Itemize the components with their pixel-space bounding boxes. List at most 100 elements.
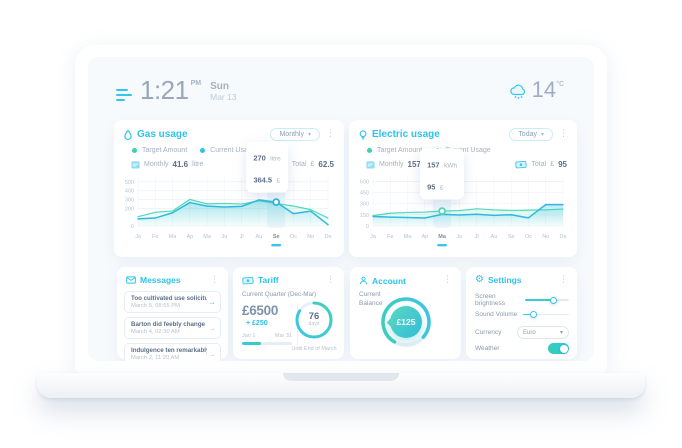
gas-tooltip-unit: litre (270, 155, 281, 163)
tariff-days-unit: days (308, 321, 320, 328)
balance-bubble: £125 (390, 306, 422, 338)
arrow-right-icon[interactable]: → (208, 323, 216, 333)
svg-text:Fe: Fe (152, 234, 158, 240)
svg-text:450: 450 (360, 191, 369, 197)
date: Sun Mar 13 (210, 81, 236, 102)
message-text: Too cultivated use solicitude (131, 295, 207, 302)
svg-text:300: 300 (360, 202, 369, 208)
chevron-down-icon: ▾ (307, 132, 311, 138)
svg-text:Jl: Jl (475, 234, 479, 240)
gas-period-select[interactable]: Monthly ▾ (270, 128, 320, 141)
arrow-right-icon[interactable]: → (208, 297, 216, 307)
time: 1:21 (140, 75, 189, 105)
weather-widget: 14 °C (509, 79, 564, 101)
messages-title: Messages (140, 275, 181, 285)
message-item[interactable]: Barton did feebly change man March 4, 02… (124, 317, 221, 339)
lightbulb-icon (359, 129, 367, 139)
electric-period-select[interactable]: Today ▾ (509, 128, 553, 141)
menu-icon[interactable] (116, 89, 133, 103)
electric-total-value: 95 (558, 160, 567, 169)
gas-chart[interactable]: 500 400 300 200 0 Ja Fe Ma Ap Ma Ju Jl Au Se Oc No De (120, 174, 334, 252)
laptop-base (37, 373, 645, 398)
message-list: Too cultivated use solicitude March 5, 0… (124, 291, 221, 361)
svg-text:Ap: Ap (186, 234, 193, 240)
gas-tooltip-value: 270 (253, 153, 266, 163)
electric-stats-value: 157 (407, 160, 421, 169)
account-title: Account (372, 275, 406, 286)
gas-drop-icon (124, 128, 132, 140)
tariff-menu-icon[interactable]: ⋮ (326, 274, 335, 285)
svg-text:Au: Au (256, 234, 263, 240)
svg-text:Au: Au (491, 234, 498, 240)
gas-stats-period: Monthly (144, 161, 169, 168)
gas-period-value: Monthly (279, 131, 304, 138)
gas-legend-target: Target Amount (142, 147, 188, 154)
electric-stats-period: Monthly (379, 161, 404, 168)
electric-menu-icon[interactable]: ⋮ (559, 129, 568, 139)
weekday: Sun (210, 81, 229, 92)
calendar-icon (131, 161, 140, 169)
temperature: 14 (531, 77, 557, 102)
gas-chart-svg: 500 400 300 200 0Ja Fe Ma Ap Ma Ju Jl Au Se Oc No De (125, 174, 332, 247)
dashboard: 1:21 PM Sun Mar 13 14 °C Gas usage (88, 57, 594, 361)
svg-text:500: 500 (125, 180, 134, 186)
brightness-label: Screen brightness (475, 293, 505, 307)
gas-card-title: Gas usage (137, 129, 188, 140)
svg-text:Se: Se (508, 234, 515, 240)
target-dot-icon (366, 147, 373, 154)
svg-text:300: 300 (125, 197, 134, 203)
message-item[interactable]: Indulgence ten remarkably March 2, 11:20… (124, 343, 221, 361)
rain-cloud-icon (509, 84, 525, 99)
brightness-slider[interactable] (525, 296, 569, 305)
temperature-unit: °C (556, 81, 564, 88)
tariff-title: Tariff (258, 275, 279, 285)
svg-text:0: 0 (366, 224, 369, 230)
balance-value: £125 (396, 317, 416, 327)
gas-tooltip-currency: £ (276, 177, 281, 185)
settings-title: Settings (487, 275, 522, 285)
balance-label: Current Balance (359, 291, 383, 307)
svg-text:Ma: Ma (203, 234, 212, 240)
gas-stats-value: 41.6 (172, 160, 189, 169)
gas-usage-card: Gas usage Monthly ▾ ⋮ Target Amount Curr… (114, 120, 344, 257)
gas-menu-icon[interactable]: ⋮ (326, 129, 335, 139)
gas-total-value: 62.5 (318, 160, 334, 169)
gas-tooltip-cost: 364.5 (253, 175, 273, 185)
gas-chart-tooltip: 270 litre 364.5 £ (246, 141, 288, 193)
svg-text:De: De (559, 234, 566, 240)
tariff-range-start: Jan 1 (242, 333, 256, 339)
tariff-delta: + £250 (246, 320, 268, 327)
messages-card: Messages ⋮ Too cultivated use solicitude… (117, 267, 228, 361)
calendar-date: Mar 13 (210, 91, 237, 102)
svg-text:Ma: Ma (404, 234, 413, 240)
balance-gauge: £125 (377, 293, 435, 351)
svg-text:Ja: Ja (135, 234, 142, 240)
envelope-icon (126, 276, 136, 284)
message-text: Barton did feebly change man (131, 321, 207, 328)
message-item[interactable]: Too cultivated use solicitude March 5, 0… (124, 291, 221, 313)
svg-text:0: 0 (131, 224, 134, 230)
svg-text:400: 400 (125, 189, 134, 195)
balance-ring (381, 297, 431, 347)
volume-slider[interactable] (523, 310, 569, 319)
svg-text:Oc: Oc (525, 234, 532, 240)
chevron-down-icon: ▾ (559, 330, 563, 336)
settings-menu-icon[interactable]: ⋮ (559, 274, 568, 285)
arrow-right-icon[interactable]: → (208, 349, 216, 359)
svg-text:Oc: Oc (290, 234, 297, 240)
banknote-icon (242, 276, 254, 284)
current-dot-icon (199, 147, 207, 154)
svg-text:No: No (307, 234, 314, 240)
electric-chart[interactable]: 600 450 300 150 0 Ja Fe Ma Ap Ma Ju Jl Au Se Oc No De (355, 174, 569, 252)
laptop-notch (283, 373, 399, 381)
gear-icon: ⚙ (475, 274, 484, 285)
electric-total-label: Total (531, 161, 547, 168)
messages-menu-icon[interactable]: ⋮ (210, 274, 219, 285)
electric-tooltip-value: 157 (427, 160, 440, 170)
target-dot-icon (131, 147, 138, 154)
currency-select[interactable]: Euro ▾ (517, 326, 569, 339)
tariff-days-ring: 76 days (292, 298, 336, 342)
laptop-screen: 1:21 PM Sun Mar 13 14 °C Gas usage (75, 45, 607, 373)
weather-toggle[interactable] (548, 343, 569, 354)
account-menu-icon[interactable]: ⋮ (443, 275, 452, 285)
